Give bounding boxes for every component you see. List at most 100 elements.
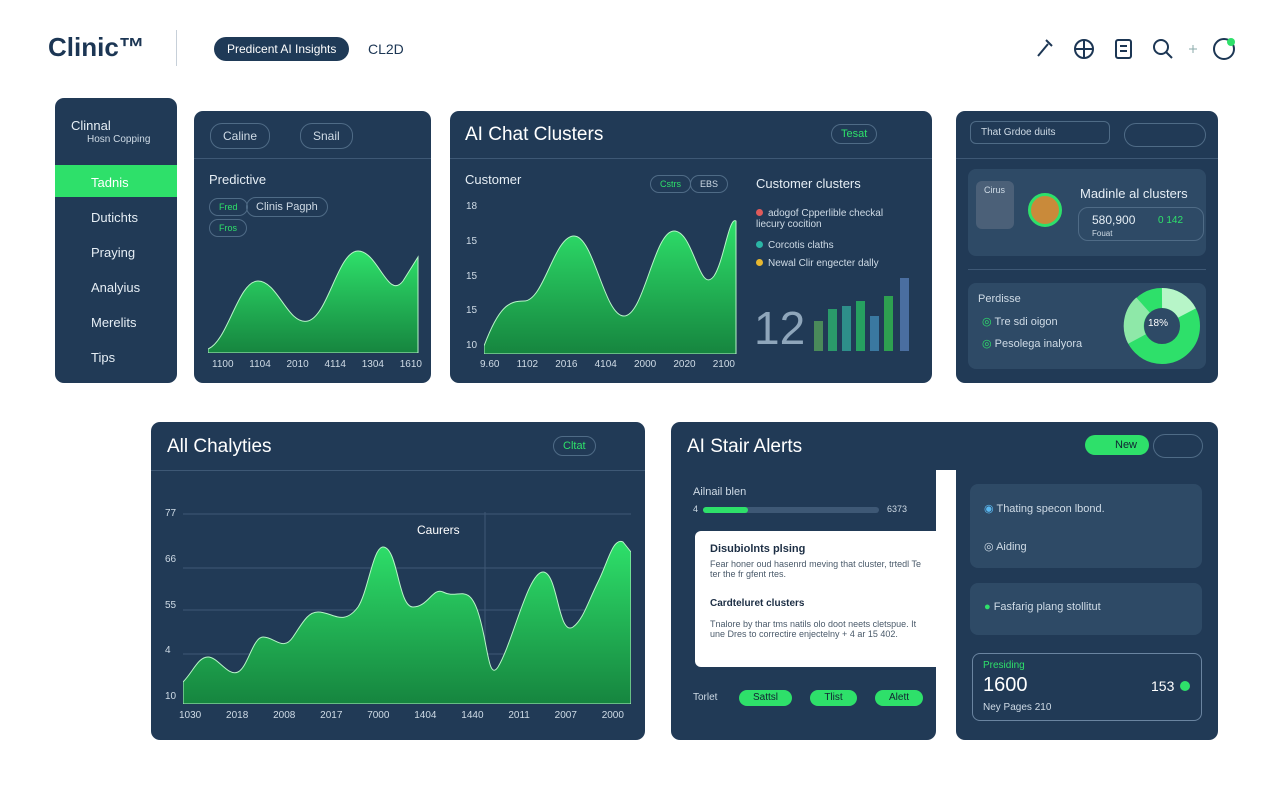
alerts-side: ◉ Thating specon lbond. ◎ Aiding ● Fasfa… xyxy=(956,470,1218,740)
area-chart xyxy=(208,250,419,353)
x-label: 1102 xyxy=(516,359,539,370)
x-label: 4114 xyxy=(324,359,346,370)
separator xyxy=(956,158,1218,159)
toolbar[interactable] xyxy=(1124,123,1206,147)
logo[interactable]: Clinic™ xyxy=(48,32,145,62)
y-label: 10 xyxy=(165,691,177,702)
y-label: 15 xyxy=(466,235,478,247)
chalyties-panel: All Chalyties Cltat 77 66 55 4 10 Caurers 10… xyxy=(151,422,645,740)
button[interactable]: Tesat xyxy=(831,124,878,144)
list-text: Tre sdi oigon xyxy=(994,316,1058,328)
progress-start: 4 xyxy=(693,504,699,514)
x-label: 7000 xyxy=(367,710,390,721)
y-label: 18 xyxy=(466,201,478,212)
presiding-value2: 153 xyxy=(1151,678,1175,694)
chip[interactable]: Fred xyxy=(209,198,248,216)
pill[interactable]: Sattsl xyxy=(739,690,793,706)
header-pill[interactable]: Predicent AI Insights xyxy=(214,37,350,61)
x-label: 2008 xyxy=(273,710,296,721)
card-label: Aiding xyxy=(996,541,1027,553)
card-value: 580,900 xyxy=(1092,213,1136,227)
pill[interactable]: Tlist xyxy=(810,690,857,706)
predictive-panel: Caline Snail Predictive Fred Clinis Pagp… xyxy=(194,111,431,383)
sidebar-item[interactable]: Praying xyxy=(91,245,136,260)
legend-title: Customer clusters xyxy=(756,176,861,191)
card-text: ◉ Thating specon lbond. xyxy=(984,503,1105,515)
chip[interactable]: EBS xyxy=(690,175,729,193)
progress-label: Ailnail blen xyxy=(693,486,747,498)
search[interactable]: That Grdoe duits xyxy=(970,121,1110,144)
card-sub: Fouat xyxy=(1092,229,1113,238)
card-label: Thating specon lbond. xyxy=(996,503,1105,515)
sidebar-item[interactable]: Dutichts xyxy=(91,210,138,225)
header-icons[interactable] xyxy=(1030,34,1240,64)
legend-text: adogof Cpperlible checkal liecury cociti… xyxy=(756,208,884,230)
separator xyxy=(151,470,645,471)
progress-track xyxy=(703,507,879,513)
x-label: 2018 xyxy=(226,710,249,721)
sidebar-active xyxy=(55,165,177,197)
area-chart xyxy=(183,512,631,704)
x-label: 4104 xyxy=(594,359,617,370)
pill[interactable]: Alett xyxy=(874,690,923,706)
y-label: 77 xyxy=(165,508,177,519)
filter[interactable]: Caline xyxy=(210,123,271,149)
y-label: 15 xyxy=(466,305,478,317)
x-label: 9.60 xyxy=(480,359,500,370)
card[interactable]: Perdisse ◎ Tre sdi oigon ◎ Pesolega inal… xyxy=(968,283,1206,369)
x-label: 2007 xyxy=(554,710,577,721)
chip[interactable]: Fros xyxy=(209,219,247,237)
list-text: Pesolega inalyora xyxy=(994,338,1083,350)
donut xyxy=(1123,288,1200,364)
presiding-card[interactable]: Presiding 1600 153 Ney Pages 210 xyxy=(972,653,1202,721)
sidebar-item[interactable]: Tips xyxy=(91,350,116,365)
list-item: ◎ Pesolega inalyora xyxy=(982,338,1083,350)
popup-sub: Cardteluret clusters xyxy=(710,598,805,609)
sidebar-item[interactable]: Merelits xyxy=(91,315,137,330)
separator xyxy=(968,269,1206,270)
y-label: 66 xyxy=(165,553,177,565)
panel-title: Predictive xyxy=(209,172,267,187)
y-axis: 77 66 55 4 10 xyxy=(165,508,176,702)
dropdown[interactable] xyxy=(1153,434,1203,458)
chip[interactable]: Cstrs xyxy=(650,175,691,193)
panel-title: AI Chat Clusters xyxy=(465,124,604,145)
alerts-panel: Ailnail blen 4 6373 Disubiolnts plsing F… xyxy=(671,470,937,740)
sidebar-item[interactable]: Tadnis xyxy=(91,175,129,190)
y-label: 15 xyxy=(466,270,478,282)
panel-title: All Chalyties xyxy=(167,436,272,457)
sidebar-item[interactable]: Analyius xyxy=(91,280,141,295)
panel-title: AI Stair Alerts xyxy=(687,436,803,457)
legend-text: Corcotis claths xyxy=(768,240,834,251)
x-label: 2000 xyxy=(601,710,624,721)
button[interactable]: Cltat xyxy=(553,436,596,456)
x-axis: 1100 1104 2010 4114 1304 1610 xyxy=(212,359,422,370)
separator xyxy=(194,158,431,159)
legend-item: Newal Clir engecter dally xyxy=(756,258,879,269)
card[interactable]: ◉ Thating specon lbond. ◎ Aiding xyxy=(970,484,1202,568)
overview-panel: That Grdoe duits Cirus Madinle al cluste… xyxy=(956,111,1218,383)
x-axis: 9.60 1102 2016 4104 2000 2020 2100 xyxy=(480,359,735,370)
x-label: 2100 xyxy=(712,359,735,370)
x-label: 1100 xyxy=(212,359,234,370)
button[interactable]: New xyxy=(1085,435,1150,455)
chip[interactable]: Clinis Pagph xyxy=(246,197,328,217)
x-axis: 1030 2018 2008 2017 7000 1404 1440 2011 2007 2000 xyxy=(179,710,624,721)
avatar xyxy=(976,181,1014,229)
x-label: 1104 xyxy=(249,359,271,370)
presiding-label: Presiding xyxy=(983,660,1025,671)
filter[interactable]: Snail xyxy=(300,123,353,149)
card[interactable]: ● Fasfarig plang stollitut xyxy=(970,583,1202,635)
donut-label: 18% xyxy=(1148,318,1169,329)
sidebar: Clinnal Hosn Copping Tadnis Dutichts Pra… xyxy=(55,98,177,383)
card[interactable]: Cirus Madinle al clusters 580,900 0 142 … xyxy=(968,169,1206,256)
y-label: 55 xyxy=(165,599,177,611)
section-title: Perdisse xyxy=(978,293,1021,305)
chart-title: Customer xyxy=(465,172,522,187)
x-label: 2010 xyxy=(286,359,309,370)
sidebar-subtitle: Hosn Copping xyxy=(87,134,151,145)
popup-text: Tnalore by thar tms natils olo doot neet… xyxy=(710,619,917,639)
header-tag: CL2D xyxy=(368,41,404,57)
x-label: 1404 xyxy=(414,710,437,721)
